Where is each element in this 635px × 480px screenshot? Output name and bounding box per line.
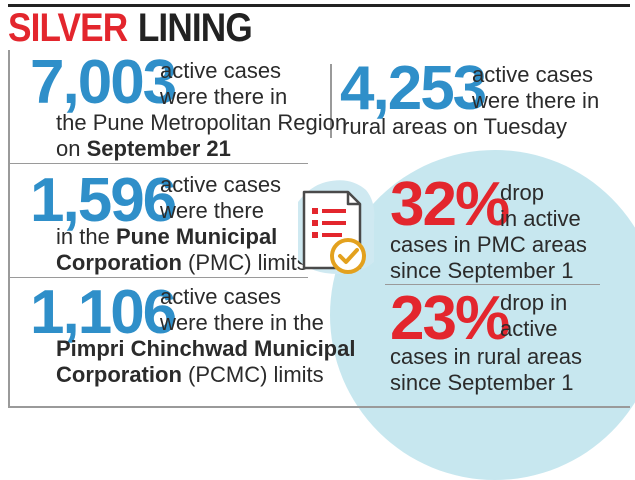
stat-rural-line3: rural areas on Tuesday bbox=[342, 114, 568, 139]
stat-pmc-drop-line1: drop bbox=[500, 180, 545, 205]
stat-pmc-line1: active cases bbox=[160, 172, 282, 197]
stat-pmc-drop-value: 32% bbox=[390, 170, 510, 239]
stat-pmr-line4-prefix: on bbox=[56, 136, 87, 161]
stat-pmc-line3: in the Pune Municipal bbox=[56, 224, 277, 250]
stat-rural-drop-line2: active bbox=[500, 316, 558, 341]
row-divider-2 bbox=[8, 277, 308, 278]
document-check-icon bbox=[298, 180, 375, 274]
stat-pmr-date: September 21 bbox=[86, 136, 231, 161]
top-rule bbox=[8, 4, 630, 7]
top-column-divider bbox=[330, 64, 332, 138]
stat-rural-value: 4,253 bbox=[340, 54, 487, 123]
stat-pmc-drop-line3: cases in PMC areas bbox=[390, 232, 587, 257]
stat-pcmc-line2: were there in the bbox=[160, 310, 324, 335]
stat-pmc-drop-line2: in active bbox=[500, 206, 581, 231]
row-divider-1 bbox=[8, 163, 308, 164]
stat-pmr-line1: active cases bbox=[160, 58, 282, 83]
stat-pmr-line4: on September 21 bbox=[56, 136, 231, 162]
stat-rural-drop-value: 23% bbox=[390, 284, 510, 353]
title-word-lining: LINING bbox=[137, 6, 253, 50]
stat-rural-drop-line1: drop in bbox=[500, 290, 568, 315]
stat-rural-drop-line3: cases in rural areas bbox=[390, 344, 582, 369]
stat-pmc-line4-suffix: (PMC) limits bbox=[181, 250, 308, 275]
stat-pmr-line2: were there in bbox=[160, 84, 288, 109]
stat-pcmc-value: 1,106 bbox=[30, 278, 177, 347]
frame-bottom-border bbox=[8, 406, 630, 408]
stat-pcmc-line4-bold: Corporation bbox=[56, 362, 182, 387]
stat-pcmc-line3-bold: Pimpri Chinchwad Municipal bbox=[56, 336, 356, 361]
row-divider-3 bbox=[385, 284, 600, 285]
stat-rural-line1: active cases bbox=[472, 62, 594, 87]
frame-left-border bbox=[8, 50, 10, 408]
stat-pmr-line3: the Pune Metropolitan Region bbox=[56, 110, 348, 135]
stat-rural-line2: were there in bbox=[472, 88, 600, 113]
stat-pcmc-line4: Corporation (PCMC) limits bbox=[56, 362, 324, 388]
stat-pmc-line3-prefix: in the bbox=[56, 224, 116, 249]
stat-pmr-value: 7,003 bbox=[30, 48, 177, 117]
stat-pmc-line3-bold: Pune Municipal bbox=[115, 224, 278, 249]
stat-pcmc-line3: Pimpri Chinchwad Municipal bbox=[56, 336, 355, 362]
stat-pmc-value: 1,596 bbox=[30, 166, 177, 235]
stat-pmc-line2: were there bbox=[160, 198, 264, 223]
stat-pmc-line4-bold: Corporation bbox=[56, 250, 182, 275]
stat-pcmc-line4-suffix: (PCMC) limits bbox=[181, 362, 324, 387]
stat-pmc-line4: Corporation (PMC) limits bbox=[56, 250, 308, 276]
stat-pmc-drop-line4: since September 1 bbox=[390, 258, 574, 283]
stat-pcmc-line1: active cases bbox=[160, 284, 282, 309]
title-word-silver: SILVER bbox=[8, 6, 128, 50]
page-title: SILVER LINING bbox=[8, 6, 253, 50]
stat-rural-drop-line4: since September 1 bbox=[390, 370, 574, 395]
